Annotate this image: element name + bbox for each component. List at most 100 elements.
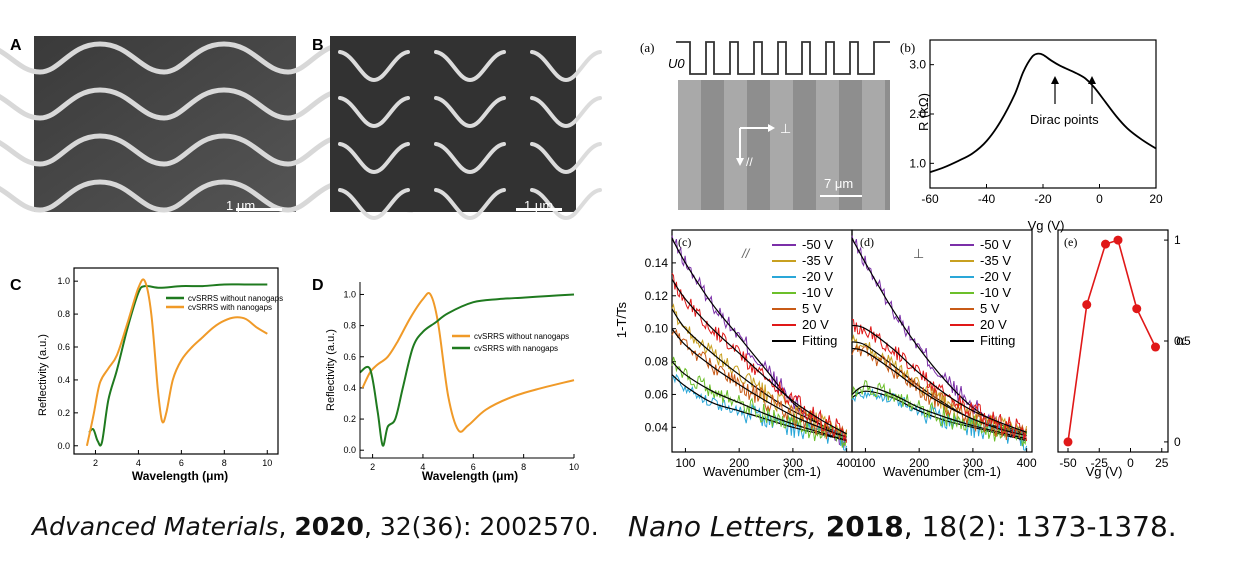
- panel-c-label: (c): [678, 235, 691, 249]
- panel-a-scale-label: 7 μm: [824, 176, 853, 191]
- (e)-xtick-label-2: 0: [1127, 456, 1134, 470]
- (c)-ytick-label-0: 0.04: [645, 420, 669, 434]
- (e)-point-4: [1132, 304, 1141, 313]
- (b)-xtick-label-1: -40: [978, 192, 996, 206]
- panel-e-xlabel: Vg (V): [1086, 464, 1123, 479]
- panel-D-legend: cvSRRS without nanogaps cvSRRS with nano…: [452, 332, 569, 353]
- panel-C-legend-1: cvSRRS with nanogaps: [188, 303, 272, 312]
- panel-b-ylabel: R (kΩ): [916, 93, 931, 131]
- panel-D-chart: 2 4 6 8 10 0.0 0.2 0.4 0.6 0.8 1.0: [343, 282, 579, 472]
- (d)-xtick-label-3: 400: [1017, 456, 1037, 470]
- panel-e-chart: -50 -25 0 25 0 0.5 1: [1058, 230, 1191, 470]
- panel-D-label: D: [312, 277, 324, 294]
- panel-d-xlabel: Wavenumber (cm-1): [883, 464, 1001, 479]
- D-ytick-label-5: 1.0: [343, 289, 356, 299]
- (c)-ytick-label-4: 0.12: [645, 289, 669, 303]
- legend-label-1: -35 V: [802, 253, 833, 268]
- (d)-series-3: [852, 381, 1027, 447]
- legend-label-0: -50 V: [802, 237, 833, 252]
- (b)-xtick-label-4: 20: [1149, 192, 1163, 206]
- legend-label-3: -10 V: [802, 285, 833, 300]
- caption-left-rest: , 32(36): 2002570.: [364, 512, 599, 541]
- D-xtick-label-0: 2: [370, 462, 375, 472]
- C-xtick-label-0: 2: [93, 458, 98, 468]
- D-xtick-label-3: 8: [521, 462, 526, 472]
- panel-c-legend: -50 V-35 V-20 V-10 V5 V20 VFitting: [772, 237, 837, 348]
- panel-a-par-label: //: [746, 155, 753, 169]
- caption-left-year: 2020: [294, 512, 364, 541]
- panel-A-scale-label: 1 μm: [226, 198, 255, 213]
- D-ytick-label-3: 0.6: [343, 352, 356, 362]
- panel-a-square-wave: U0: [668, 42, 890, 74]
- panel-C-ylabel: Reflectivity (a.u.): [37, 334, 49, 416]
- panel-e-label: (e): [1064, 235, 1077, 249]
- (b)-ytick-label-2: 3.0: [909, 58, 926, 72]
- caption-right-rest: , 18(2): 1373-1378.: [904, 510, 1177, 543]
- C-ytick-label-4: 0.8: [57, 309, 70, 319]
- C-xtick-label-4: 10: [262, 458, 272, 468]
- panel-a-perp-label: ⊥: [780, 122, 791, 137]
- caption-right-year: 2018: [826, 510, 904, 543]
- C-ytick-label-0: 0.0: [57, 441, 70, 451]
- D-xtick-label-4: 10: [569, 462, 579, 472]
- (e)-series-line-0: [1068, 240, 1156, 442]
- legend-label-5: 20 V: [802, 317, 829, 332]
- (e)-point-1: [1082, 300, 1091, 309]
- panel-B-scale-label: 1 μm: [524, 198, 553, 213]
- panel-D-ylabel: Reflectivity (a.u.): [325, 329, 337, 411]
- panel-b-dirac-label: Dirac points: [1030, 112, 1099, 127]
- (c)-fit-3: [672, 362, 847, 441]
- C-xtick-label-2: 6: [179, 458, 184, 468]
- legend-label-0: -50 V: [980, 237, 1011, 252]
- panel-a-voltage-label: U0: [668, 56, 685, 71]
- caption-right-space: [817, 510, 826, 543]
- caption-right-journal: Nano Letters,: [628, 510, 817, 543]
- (c)-ytick-label-2: 0.08: [645, 355, 669, 369]
- (e)-point-0: [1064, 437, 1073, 446]
- D-series-0: [363, 293, 575, 432]
- panel-C-legend-0: cvSRRS without nanogaps: [188, 294, 283, 303]
- panel-a-label: (a): [640, 40, 654, 55]
- (e)-point-5: [1151, 343, 1160, 352]
- (b)-xtick-label-3: 0: [1096, 192, 1103, 206]
- (e)-point-3: [1114, 236, 1123, 245]
- panel-d-polarization: ⊥: [913, 247, 924, 262]
- panel-a-optical-image: ⊥ // 7 μm: [678, 80, 890, 210]
- caption-left-comma: ,: [278, 512, 294, 541]
- (c)-ytick-label-5: 0.14: [645, 256, 669, 270]
- (c)-ytick-label-1: 0.06: [645, 387, 669, 401]
- panel-c-ylabel: 1-T/Ts: [614, 301, 629, 338]
- D-series-1: [360, 295, 574, 446]
- D-ytick-label-1: 0.2: [343, 414, 356, 424]
- C-xtick-label-3: 8: [222, 458, 227, 468]
- (e)-ytick-label-2: 1: [1174, 233, 1181, 247]
- panel-D-legend-1: cvSRRS with nanogaps: [474, 344, 558, 353]
- D-ytick-label-4: 0.8: [343, 321, 356, 331]
- (b)-xtick-label-2: -20: [1034, 192, 1052, 206]
- panel-b-label: (b): [900, 40, 915, 55]
- panel-e-ylabel: α: [1176, 333, 1186, 349]
- panel-c-xlabel: Wavenumber (cm-1): [703, 464, 821, 479]
- panel-b-xlabel: Vg (V): [1028, 218, 1065, 233]
- panel-B-sem-image: 1 μm: [330, 36, 600, 218]
- legend-label-1: -35 V: [980, 253, 1011, 268]
- panel-A-label: A: [10, 37, 22, 54]
- (c)-xtick-label-0: 100: [675, 456, 695, 470]
- figure-canvas: A 1 μm B 1 μm C 2 4 6 8 100.00.20.40.60.81.0…: [0, 0, 1246, 564]
- legend-label-2: -20 V: [802, 269, 833, 284]
- D-ytick-label-2: 0.4: [343, 383, 356, 393]
- panel-d-label: (d): [860, 235, 874, 249]
- (e)-frame: [1058, 230, 1168, 452]
- D-ytick-label-0: 0.0: [343, 445, 356, 455]
- (b)-xtick-label-0: -60: [921, 192, 939, 206]
- (e)-xtick-label-0: -50: [1059, 456, 1077, 470]
- panel-b-annotation: Dirac points: [1030, 76, 1099, 127]
- caption-left: Advanced Materials, 2020, 32(36): 200257…: [32, 512, 599, 541]
- panel-C-label: C: [10, 277, 22, 294]
- C-xtick-label-1: 4: [136, 458, 141, 468]
- (e)-point-2: [1101, 240, 1110, 249]
- panel-c-polarization: //: [741, 246, 751, 261]
- C-ytick-label-1: 0.2: [57, 408, 70, 418]
- (d)-xtick-label-0: 100: [855, 456, 875, 470]
